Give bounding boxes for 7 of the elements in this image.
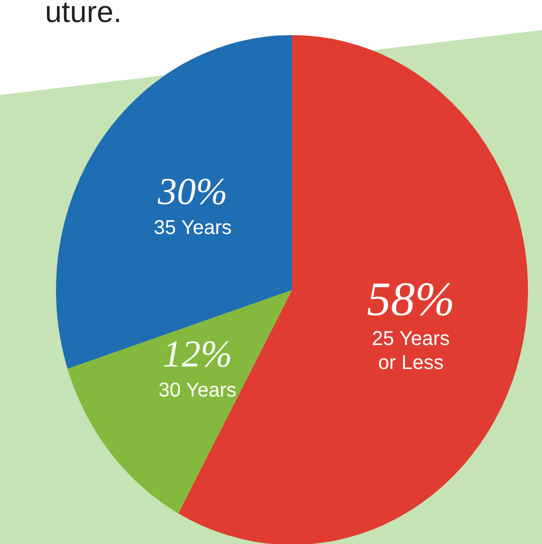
data-label: 30% <box>156 171 228 214</box>
data-label: 58% <box>366 272 455 326</box>
text: uture. <box>45 0 122 29</box>
slice-label: 25 Years or Less <box>372 328 450 374</box>
slice-label: 30 Years <box>158 379 236 402</box>
slice-label: 35 Years <box>154 217 232 240</box>
data-label: 12% <box>162 333 232 376</box>
